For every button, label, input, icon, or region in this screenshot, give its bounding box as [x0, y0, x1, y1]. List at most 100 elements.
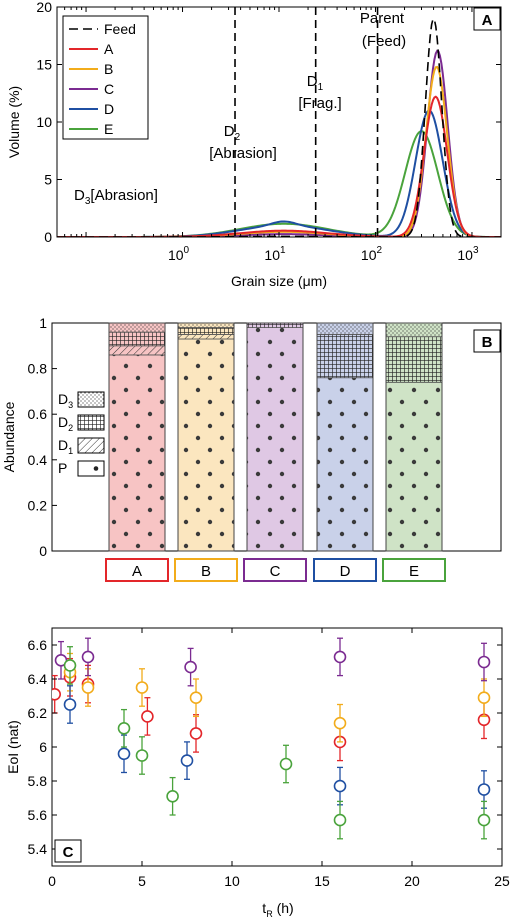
svg-text:D3[Abrasion]: D3[Abrasion]	[74, 187, 158, 207]
bar-segment-a-d2	[108, 331, 166, 347]
y-tick-label: 6.2	[28, 705, 48, 721]
category-label: E	[409, 563, 419, 580]
data-point-b	[189, 678, 203, 718]
y-tick-label: 6.4	[28, 671, 48, 687]
stacked-bar-e	[385, 322, 443, 552]
annotation-d1-sub: [Frag.]	[298, 95, 341, 112]
category-label: D	[340, 563, 351, 580]
y-tick-label: 5.4	[28, 841, 48, 857]
panel-a-annotation-d3: D3[Abrasion]	[74, 187, 158, 207]
stacked-bar-b	[177, 322, 235, 552]
data-point-a	[52, 674, 61, 714]
bar-segment-c-p	[246, 327, 304, 552]
category-box-b	[174, 558, 238, 582]
y-tick-label: 0	[44, 229, 52, 245]
data-point-c	[333, 637, 347, 677]
y-tick-label: 0.6	[28, 406, 48, 422]
x-tick-label: 10	[224, 873, 240, 889]
annotation-parent-sub: (Feed)	[362, 33, 406, 50]
panel-b-legend: D3 D2 D1 P	[58, 391, 105, 477]
y-tick-label: 20	[36, 0, 52, 15]
panel-a-ylabel: Volume (%)	[6, 86, 22, 158]
stacked-bar-d	[316, 322, 374, 552]
panel-a-xlabel: Grain size (μm)	[231, 273, 327, 289]
bar-segment-e-d3	[385, 322, 443, 338]
bar-segment-b-p	[177, 338, 235, 552]
bar-segment-b-d1	[177, 333, 235, 340]
legend-label: D2	[58, 414, 73, 433]
annotation-d3-text: [Abrasion]	[90, 187, 158, 204]
legend-label: D3	[58, 391, 73, 410]
x-tick-label: 0	[48, 873, 56, 889]
annotation-parent: Parent	[360, 10, 405, 27]
panel-c-xlabel: tR (h)	[262, 900, 293, 919]
bar-segment-b-d3	[177, 322, 235, 328]
x-tick-label: 25	[494, 873, 510, 889]
bar-segment-a-d3	[108, 322, 166, 333]
legend-label: C	[104, 81, 114, 97]
panel-a-annotation-d1: D1 [Frag.]	[298, 73, 341, 112]
data-point-e	[63, 646, 77, 685]
data-point-d	[63, 685, 77, 724]
x-tick-label: 20	[404, 873, 420, 889]
bar-segment-a-d1	[108, 345, 166, 356]
svg-text:D2: D2	[224, 123, 241, 143]
data-point-c	[477, 642, 491, 682]
data-point-e	[477, 800, 491, 840]
data-point-e	[135, 736, 149, 775]
data-point-c	[54, 640, 68, 680]
category-label: B	[201, 563, 211, 580]
legend-label: D	[104, 101, 114, 117]
data-point-e	[166, 776, 179, 816]
panel-a: 0 5 10 15 20 100 101 102 103 Volume (%) Grain s…	[6, 0, 502, 289]
y-tick-label: 0.2	[28, 497, 48, 513]
bar-segment-d-p	[316, 377, 374, 552]
panel-c-ylabel: EoI (nat)	[5, 720, 21, 774]
data-point-b	[333, 703, 347, 743]
bar-segment-d-d3	[316, 322, 374, 335]
svg-text:B: B	[482, 334, 493, 351]
svg-text:D1: D1	[307, 73, 324, 93]
bar-segment-e-p	[385, 381, 443, 552]
data-point-d	[180, 741, 194, 780]
bar-segment-c-d2	[246, 322, 304, 328]
y-tick-label: 0.4	[28, 452, 48, 468]
data-point-e	[117, 708, 131, 748]
legend-label: P	[58, 460, 67, 476]
y-tick-label: 0	[39, 543, 47, 559]
data-point-d	[333, 766, 347, 806]
legend-label: A	[104, 41, 114, 57]
y-tick-label: 6.6	[28, 637, 48, 653]
bar-segment-d-d2	[316, 333, 374, 379]
category-box-a	[105, 558, 169, 582]
svg-text:A: A	[482, 12, 493, 29]
category-box-e	[382, 558, 446, 582]
svg-text:C: C	[63, 844, 74, 861]
panel-a-annotation-d2: D2 [Abrasion]	[209, 123, 277, 162]
y-tick-label: 5.8	[28, 773, 48, 789]
data-point-e	[333, 800, 347, 840]
legend-label: Feed	[104, 21, 136, 37]
data-point-a	[189, 714, 203, 753]
bar-segment-e-d2	[385, 336, 443, 383]
x-tick-label: 102	[361, 245, 383, 263]
bar-segment-a-p	[108, 354, 166, 552]
stacked-bar-a	[108, 322, 166, 552]
data-point-a	[141, 697, 154, 736]
legend-label: B	[104, 61, 113, 77]
x-tick-label: 101	[264, 245, 286, 263]
y-tick-label: 15	[36, 57, 52, 73]
x-tick-label: 15	[314, 873, 330, 889]
annotation-d2-sub: [Abrasion]	[209, 145, 277, 162]
data-point-c	[81, 637, 95, 677]
category-label: A	[132, 563, 142, 580]
y-tick-label: 6	[39, 739, 47, 755]
y-tick-label: 0.8	[28, 361, 48, 377]
data-point-b	[477, 678, 491, 718]
legend-label: E	[104, 121, 113, 137]
legend-label: D1	[58, 437, 73, 456]
x-tick-label: 103	[457, 245, 479, 263]
legend-swatch-d2	[77, 414, 105, 431]
